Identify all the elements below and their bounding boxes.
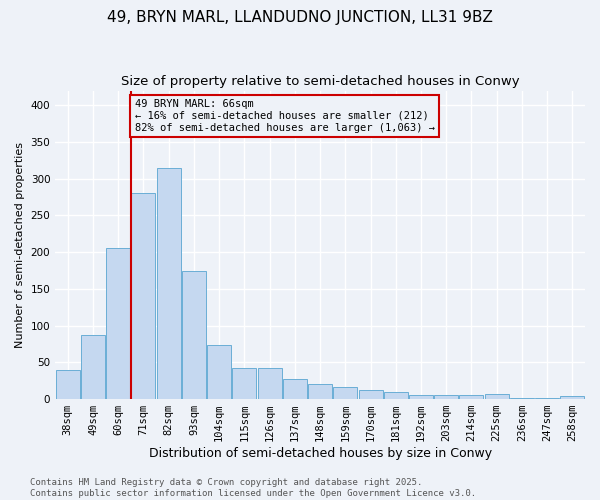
Bar [257, 368, 281, 399]
Bar [207, 346, 231, 399]
Bar [131, 194, 155, 399]
X-axis label: Distribution of semi-detached houses by size in Conwy: Distribution of semi-detached houses by … [149, 447, 491, 460]
Bar [106, 248, 130, 399]
Bar [535, 398, 559, 399]
Bar [560, 396, 584, 399]
Bar [334, 386, 357, 399]
Bar [182, 270, 206, 399]
Bar [460, 396, 484, 399]
Bar [157, 168, 181, 399]
Bar [81, 335, 105, 399]
Title: Size of property relative to semi-detached houses in Conwy: Size of property relative to semi-detach… [121, 75, 520, 88]
Bar [232, 368, 256, 399]
Text: 49, BRYN MARL, LLANDUDNO JUNCTION, LL31 9BZ: 49, BRYN MARL, LLANDUDNO JUNCTION, LL31 … [107, 10, 493, 25]
Bar [308, 384, 332, 399]
Bar [510, 398, 534, 399]
Text: 49 BRYN MARL: 66sqm
← 16% of semi-detached houses are smaller (212)
82% of semi-: 49 BRYN MARL: 66sqm ← 16% of semi-detach… [134, 100, 434, 132]
Bar [283, 379, 307, 399]
Bar [485, 394, 509, 399]
Bar [384, 392, 408, 399]
Bar [359, 390, 383, 399]
Text: Contains HM Land Registry data © Crown copyright and database right 2025.
Contai: Contains HM Land Registry data © Crown c… [30, 478, 476, 498]
Bar [434, 396, 458, 399]
Y-axis label: Number of semi-detached properties: Number of semi-detached properties [15, 142, 25, 348]
Bar [56, 370, 80, 399]
Bar [409, 394, 433, 399]
